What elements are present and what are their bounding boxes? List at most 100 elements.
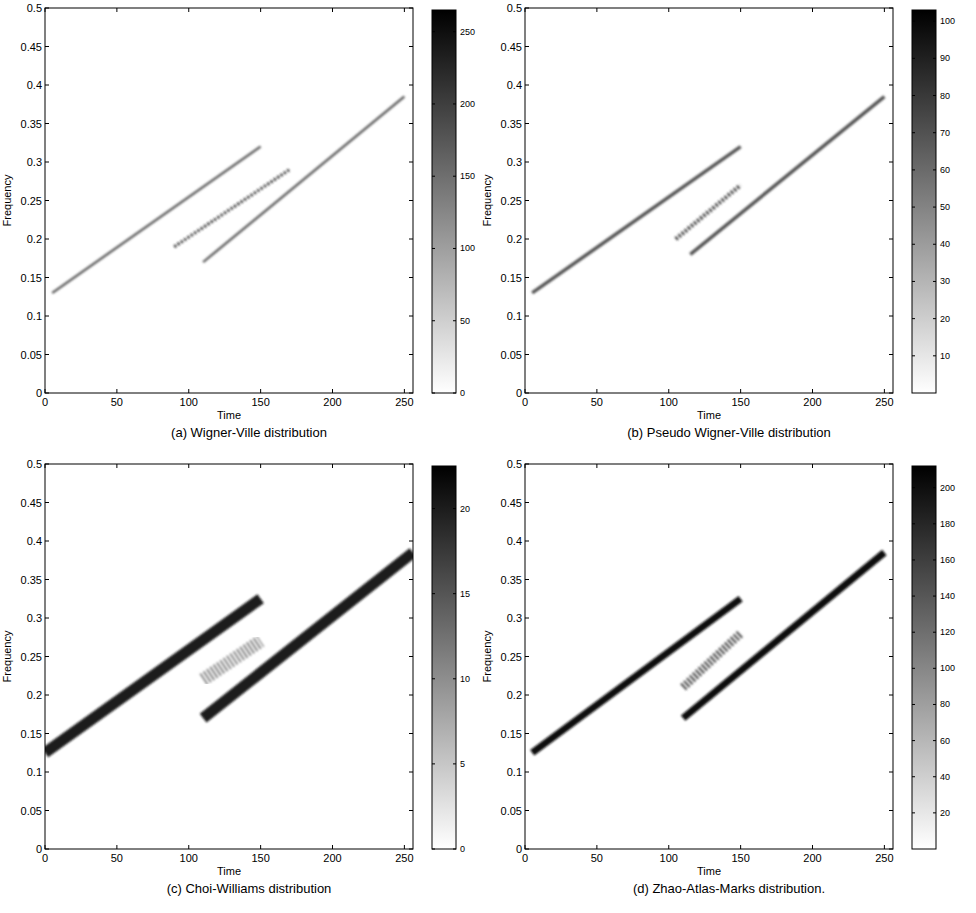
colorbar-tick-label: 120: [940, 627, 955, 637]
x-tick-label: 100: [660, 396, 678, 408]
colorbar-tick-label: 20: [940, 314, 950, 324]
y-tick-label: 0.45: [21, 497, 42, 509]
colorbar-tick: [432, 103, 456, 104]
y-tick-label: 0.1: [27, 310, 42, 322]
x-tick-label: 250: [395, 852, 413, 864]
colorbar-tick-label: 60: [940, 736, 950, 746]
x-tick-label: 100: [660, 852, 678, 864]
y-axis-title: Frequency: [1, 630, 13, 682]
panel: 05010015020025000.050.10.150.20.250.30.3…: [481, 2, 955, 440]
y-tick: [525, 162, 893, 163]
x-tick-label: 100: [180, 396, 198, 408]
x-tick-label: 150: [251, 396, 269, 408]
colorbar-tick-label: 100: [940, 16, 955, 26]
colorbar-tick: [432, 248, 456, 249]
y-tick: [45, 810, 413, 811]
data-group: [532, 553, 884, 753]
y-tick: [525, 316, 893, 317]
x-tick-label: 150: [731, 852, 749, 864]
y-tick: [45, 579, 413, 580]
plot-area: [525, 8, 893, 393]
y-tick: [525, 733, 893, 734]
y-tick-label: 0.15: [501, 728, 522, 740]
colorbar: [912, 466, 936, 849]
y-tick-label: 0.5: [27, 458, 42, 470]
colorbar-tick: [912, 596, 936, 597]
ridge: [683, 633, 741, 687]
x-tick: [188, 464, 189, 849]
data-group: [52, 97, 404, 293]
caption: (a) Wigner-Ville distribution: [171, 425, 327, 440]
x-tick-label: 50: [111, 396, 123, 408]
y-tick-label: 0.5: [507, 2, 522, 14]
y-tick-label: 0.25: [21, 195, 42, 207]
y-tick: [45, 277, 413, 278]
y-tick: [45, 393, 413, 394]
colorbar-tick: [912, 281, 936, 282]
y-tick-label: 0: [516, 843, 522, 855]
x-tick: [332, 8, 333, 393]
x-tick-label: 150: [731, 396, 749, 408]
x-tick: [332, 464, 333, 849]
y-tick-label: 0.35: [501, 118, 522, 130]
y-tick: [45, 46, 413, 47]
colorbar-tick: [432, 508, 456, 509]
y-tick: [525, 464, 893, 465]
colorbar-tick: [432, 176, 456, 177]
y-tick: [525, 695, 893, 696]
y-tick-label: 0.05: [21, 349, 42, 361]
colorbar-tick-label: 180: [940, 519, 955, 529]
colorbar-tick-label: 80: [940, 91, 950, 101]
y-tick-label: 0.25: [501, 651, 522, 663]
x-tick-label: 250: [875, 852, 893, 864]
colorbar-tick-label: 5: [460, 759, 465, 769]
y-tick-label: 0: [516, 387, 522, 399]
x-tick-label: 0: [42, 396, 48, 408]
y-tick: [525, 656, 893, 657]
y-tick: [45, 849, 413, 850]
y-tick-label: 0.1: [27, 766, 42, 778]
x-tick: [404, 464, 405, 849]
caption: (c) Choi-Williams distribution: [167, 881, 332, 896]
y-tick: [45, 464, 413, 465]
x-tick: [812, 464, 813, 849]
colorbar-tick-label: 20: [940, 808, 950, 818]
y-tick: [525, 354, 893, 355]
frame: [45, 8, 413, 393]
y-tick: [525, 541, 893, 542]
panel: 05010015020025000.050.10.150.20.250.30.3…: [481, 458, 955, 896]
y-tick: [45, 123, 413, 124]
colorbar-tick-label: 70: [940, 128, 950, 138]
colorbar-tick-label: 150: [460, 171, 475, 181]
ridge: [203, 97, 404, 263]
colorbar-tick-label: 40: [940, 772, 950, 782]
frame: [525, 464, 893, 849]
x-tick-label: 50: [591, 852, 603, 864]
y-tick: [525, 502, 893, 503]
ridge: [683, 553, 884, 719]
x-tick: [668, 8, 669, 393]
colorbar-tick: [912, 318, 936, 319]
x-tick: [884, 8, 885, 393]
colorbar-tick: [432, 320, 456, 321]
x-axis-title: Time: [217, 409, 241, 421]
y-tick-label: 0.2: [507, 689, 522, 701]
colorbar-tick: [432, 849, 456, 850]
colorbar: [912, 10, 936, 393]
x-tick: [404, 8, 405, 393]
y-tick-label: 0.05: [501, 805, 522, 817]
colorbar-tick: [912, 776, 936, 777]
y-tick-label: 0.25: [21, 651, 42, 663]
x-tick: [188, 8, 189, 393]
colorbar-tick-label: 140: [940, 591, 955, 601]
y-tick-label: 0.2: [27, 689, 42, 701]
x-tick: [596, 8, 597, 393]
y-tick: [45, 200, 413, 201]
colorbar-tick: [912, 244, 936, 245]
panel: 05010015020025000.050.10.150.20.250.30.3…: [1, 2, 475, 440]
colorbar-tick: [432, 763, 456, 764]
colorbar-tick: [912, 559, 936, 560]
y-tick: [525, 772, 893, 773]
colorbar-tick-label: 40: [940, 239, 950, 249]
ridge: [45, 599, 261, 753]
